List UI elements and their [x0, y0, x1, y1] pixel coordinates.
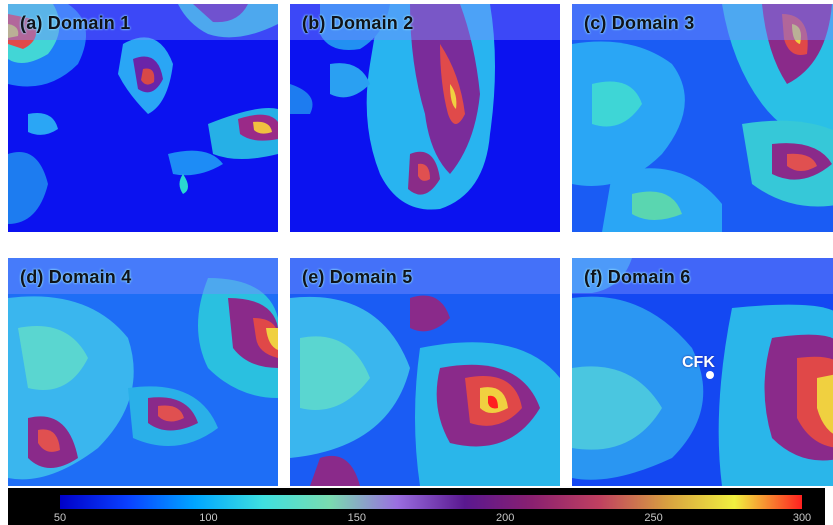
- colorbar-tick-label: 200: [496, 512, 515, 524]
- panel-domain-2: (b) Domain 2: [290, 4, 560, 232]
- panel-label-domain-1: (a) Domain 1: [20, 13, 131, 33]
- terrain-map-domain-3: [572, 4, 833, 232]
- panel-label-domain-4: (d) Domain 4: [20, 267, 132, 287]
- panel-domain-4: (d) Domain 4: [8, 258, 278, 486]
- panel-label-domain-3: (c) Domain 3: [584, 13, 695, 33]
- panel-title-bar: [290, 4, 560, 40]
- terrain-map-domain-4: [8, 258, 278, 486]
- cfk-site-label: CFK: [682, 354, 715, 371]
- panel-domain-5: (e) Domain 5: [290, 258, 560, 486]
- terrain-map-domain-5: [290, 258, 560, 486]
- colorbar-tick-label: 50: [53, 512, 67, 524]
- colorbar-gradient: [60, 495, 802, 509]
- colorbar: 50 100 150 200 250 300: [8, 488, 825, 525]
- panel-title-bar: [8, 4, 278, 40]
- panel-title-bar: [290, 258, 560, 294]
- terrain-map-domain-1: [8, 4, 278, 232]
- panel-label-domain-2: (b) Domain 2: [302, 13, 414, 33]
- colorbar-tick-label: 300: [792, 512, 812, 524]
- colorbar-tick-label: 100: [199, 512, 218, 524]
- panel-title-bar: [8, 258, 278, 294]
- panel-label-domain-6: (f) Domain 6: [584, 267, 691, 287]
- panel-label-domain-5: (e) Domain 5: [302, 267, 413, 287]
- panel-title-bar: [572, 4, 833, 40]
- terrain-map-domain-2: [290, 4, 560, 232]
- panel-domain-3: (c) Domain 3: [572, 4, 833, 232]
- panel-domain-1: (a) Domain 1: [8, 4, 278, 232]
- cfk-site-marker: [706, 371, 714, 379]
- colorbar-tick-label: 250: [644, 512, 663, 524]
- colorbar-tick-label: 150: [347, 512, 366, 524]
- panel-domain-6: (f) Domain 6 CFK: [572, 258, 833, 486]
- panel-title-bar: [572, 258, 833, 294]
- terrain-map-domain-6: [572, 258, 833, 486]
